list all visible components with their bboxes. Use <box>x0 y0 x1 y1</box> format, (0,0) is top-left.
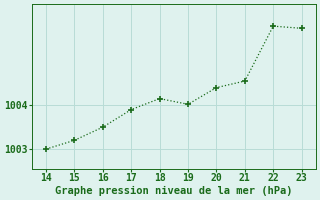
X-axis label: Graphe pression niveau de la mer (hPa): Graphe pression niveau de la mer (hPa) <box>55 186 292 196</box>
